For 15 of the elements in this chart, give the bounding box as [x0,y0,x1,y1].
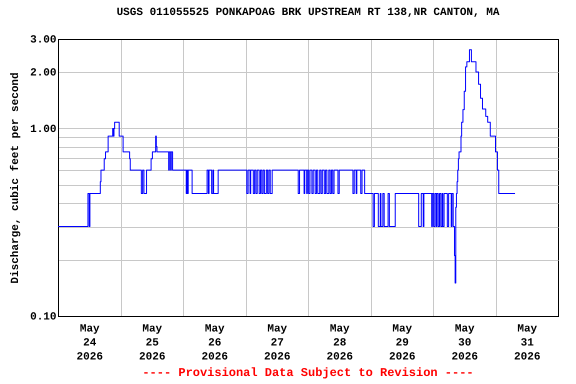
x-tick-label: May 28 2026 [326,324,353,364]
x-tick-label: May 25 2026 [139,324,166,364]
x-tick-label: May 29 2026 [389,324,416,364]
y-tick-label: 1.00 [30,124,56,136]
x-tick-label: May 31 2026 [514,324,540,364]
y-tick-label: 0.10 [30,312,56,324]
y-tick-label: 3.00 [30,34,56,46]
x-tick-label: May 26 2026 [202,324,228,364]
x-tick-label: May 24 2026 [76,324,103,364]
x-tick-label: May 30 2026 [452,324,478,364]
text: ---- Provisional Data Subject to Revision ---- [141,366,475,380]
x-tick-label: May 27 2026 [264,324,290,364]
y-tick-label: 2.00 [30,68,56,80]
chart-title: USGS 011055525 PONKAPOAG BRK UPSTREAM RT 138,NR CANTON, MA [116,7,500,19]
y-axis-title: Discharge, cubic feet per second [9,72,22,284]
